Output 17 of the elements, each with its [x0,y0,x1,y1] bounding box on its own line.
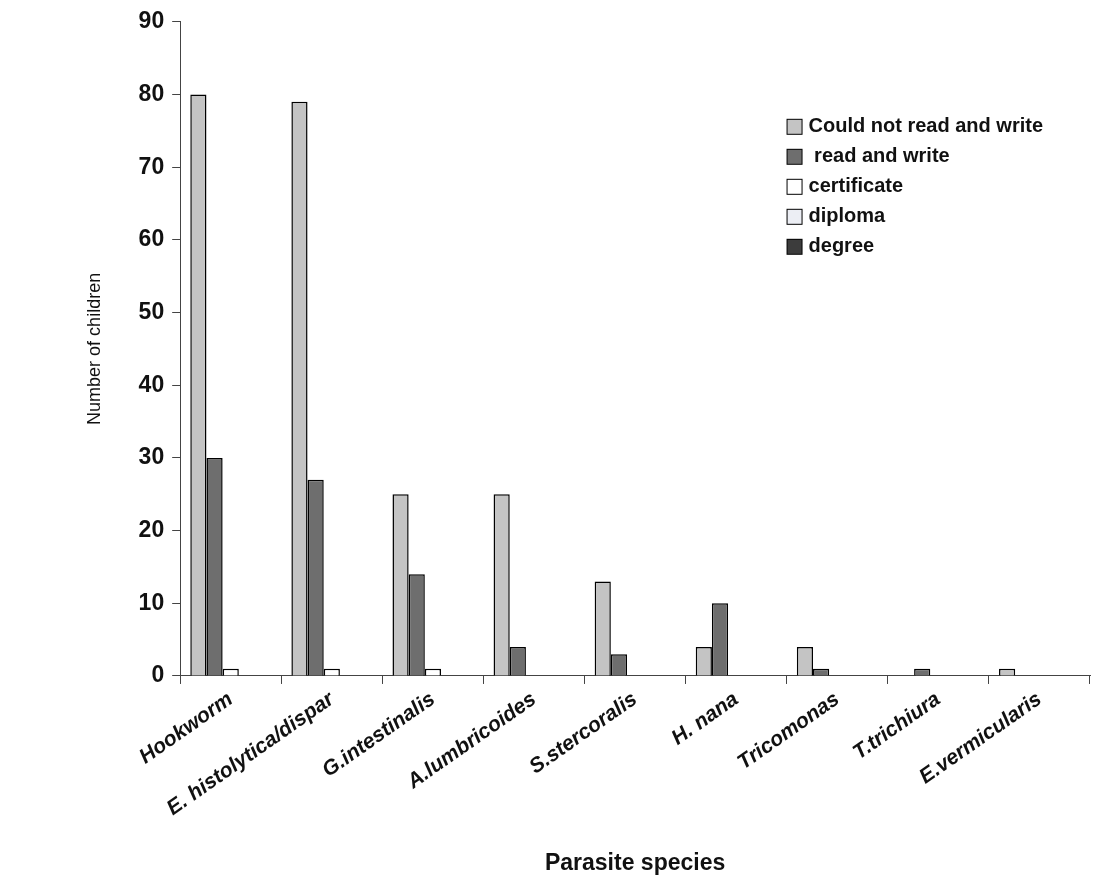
y-tick-label: 50 [138,297,165,324]
y-axis-title: Number of children [83,272,104,425]
y-tick-label: 90 [138,7,165,34]
y-tick-label: 30 [138,443,165,470]
legend-label: degree [808,234,875,257]
x-axis-title: Parasite species [544,848,726,875]
y-tick-label: 60 [138,225,165,252]
legend-label: Could not read and write [808,114,1043,137]
legend-label: certificate [808,174,904,197]
y-tick-label: 20 [138,515,165,542]
y-tick-label: 10 [138,588,165,615]
y-tick-label: 0 [151,661,165,688]
y-tick-label: 40 [138,370,165,397]
legend-label: read and write [808,144,950,167]
y-tick-label: 80 [138,79,165,106]
legend-label: diploma [808,204,887,227]
y-tick-label: 70 [138,152,165,179]
